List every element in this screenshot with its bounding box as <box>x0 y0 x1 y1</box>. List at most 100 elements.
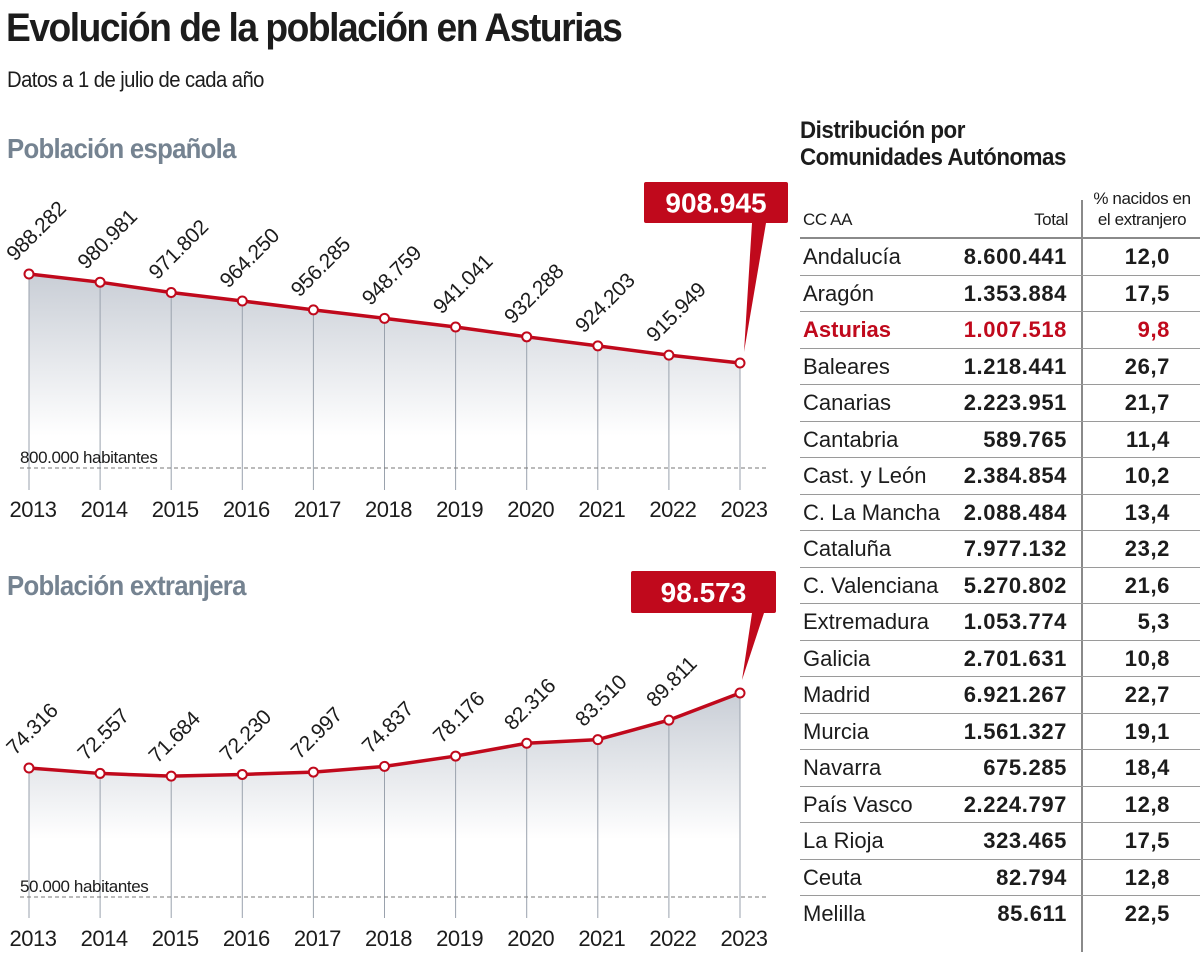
x-tick-label: 2015 <box>152 497 199 522</box>
data-point <box>663 714 675 726</box>
region-total: 8.600.441 <box>963 244 1067 269</box>
region-pct-foreign: 10,2 <box>1124 463 1170 488</box>
region-name: C. La Mancha <box>803 499 940 525</box>
region-name: Andalucía <box>803 244 901 269</box>
region-name: Canarias <box>803 390 892 415</box>
region-name: Asturias <box>803 317 892 342</box>
data-label: 915.949 <box>642 278 710 346</box>
region-name: La Rioja <box>803 828 884 853</box>
x-tick-label: 2013 <box>10 497 57 522</box>
data-label: 78.176 <box>429 687 489 747</box>
region-name: Melilla <box>803 901 866 926</box>
region-total: 2.224.797 <box>963 791 1067 817</box>
region-pct-foreign: 12,8 <box>1124 864 1170 890</box>
data-point <box>592 340 604 352</box>
table-row: C. La Mancha 2.088.484 13,4 <box>800 495 1200 531</box>
region-pct-foreign: 21,6 <box>1124 572 1170 598</box>
table-row: Navarra 675.285 18,4 <box>800 750 1200 787</box>
data-label: 941.041 <box>429 250 497 318</box>
data-label: 89.811 <box>642 652 701 711</box>
x-tick-label: 2015 <box>152 926 199 951</box>
x-tick-label: 2014 <box>81 497 128 522</box>
header-ccaa: CC AA <box>803 210 853 229</box>
region-name: Cast. y León <box>803 463 927 488</box>
data-point <box>379 312 390 324</box>
region-total: 2.088.484 <box>963 499 1067 525</box>
data-label: 988.282 <box>2 197 70 265</box>
table-title-line2: Comunidades Autónomas <box>800 144 1066 171</box>
table-column-divider <box>1081 200 1083 952</box>
data-point <box>236 768 248 780</box>
region-total: 1.053.774 <box>963 609 1067 634</box>
data-point <box>734 687 746 699</box>
x-tick-label: 2018 <box>365 926 412 951</box>
data-label: 71.684 <box>144 707 205 768</box>
reference-line-label: 50.000 habitantes <box>20 877 148 896</box>
region-pct-foreign: 12,0 <box>1124 244 1170 269</box>
region-name: Ceuta <box>803 864 862 890</box>
table-row: Madrid 6.921.267 22,7 <box>800 677 1200 714</box>
x-tick-label: 2020 <box>507 497 554 522</box>
population-charts: 800.000 habitantes 908.945 988.282 2013 980.… <box>2 182 788 951</box>
region-pct-foreign: 21,7 <box>1124 390 1170 415</box>
region-pct-foreign: 22,7 <box>1124 682 1170 707</box>
region-pct-foreign: 5,3 <box>1137 609 1170 634</box>
chart-spanish-population: 800.000 habitantes 908.945 988.282 2013 980.… <box>2 182 788 522</box>
data-label: 74.837 <box>358 698 418 758</box>
data-point <box>307 766 319 778</box>
x-tick-label: 2020 <box>507 926 554 951</box>
header-pct-line2: el extranjero <box>1097 210 1187 229</box>
data-point <box>592 734 604 746</box>
region-pct-foreign: 18,4 <box>1124 755 1170 780</box>
region-total: 2.223.951 <box>963 390 1067 415</box>
data-point <box>307 304 319 316</box>
table-row: Melilla 85.611 22,5 <box>800 896 1200 932</box>
data-label: 83.510 <box>571 671 631 731</box>
region-total: 323.465 <box>983 828 1067 853</box>
region-total: 7.977.132 <box>963 536 1067 561</box>
region-name: Murcia <box>803 718 870 744</box>
data-point <box>663 349 675 361</box>
callout-value: 908.945 <box>665 188 766 219</box>
region-pct-foreign: 13,4 <box>1124 499 1170 525</box>
region-pct-foreign: 10,8 <box>1124 645 1170 671</box>
region-name: Cantabria <box>803 426 899 452</box>
region-pct-foreign: 19,1 <box>1124 718 1170 744</box>
x-tick-label: 2014 <box>81 926 128 951</box>
data-label: 948.759 <box>358 241 426 309</box>
x-tick-label: 2021 <box>578 926 625 951</box>
x-tick-label: 2021 <box>578 497 625 522</box>
table-row: Extremadura 1.053.774 5,3 <box>800 604 1200 641</box>
table-title-line1: Distribución por <box>800 117 965 144</box>
region-pct-foreign: 22,5 <box>1124 901 1170 926</box>
table-row: Asturias 1.007.518 9,8 <box>800 312 1200 349</box>
header-pct-foreign: % nacidos en el extranjero <box>1084 188 1200 230</box>
table-row: Galicia 2.701.631 10,8 <box>800 641 1200 677</box>
region-pct-foreign: 12,8 <box>1124 791 1170 817</box>
data-label: 924.203 <box>571 269 639 337</box>
x-tick-label: 2023 <box>721 926 768 951</box>
chart-title-spanish: Población española <box>7 133 236 164</box>
data-point <box>236 295 248 307</box>
region-name: Baleares <box>803 353 890 379</box>
chart-foreign-population: 50.000 habitantes 98.573 74.316 2013 72.557 2… <box>2 571 776 951</box>
region-pct-foreign: 11,4 <box>1125 426 1170 452</box>
data-label: 971.802 <box>144 216 212 284</box>
data-point <box>23 762 35 774</box>
chart-title-foreign: Población extranjera <box>7 570 246 601</box>
data-label: 72.557 <box>73 705 133 765</box>
region-total: 5.270.802 <box>963 572 1067 598</box>
data-point <box>94 276 106 288</box>
region-name: Madrid <box>803 682 871 707</box>
data-label: 72.997 <box>287 703 347 763</box>
table-title: Distribución por Comunidades Autónomas <box>800 117 1066 171</box>
table-row: Andalucía 8.600.441 12,0 <box>800 239 1200 276</box>
table-row: Canarias 2.223.951 21,7 <box>800 385 1200 422</box>
table-header: CC AA Total % nacidos en el extranjero <box>800 186 1200 239</box>
data-point <box>379 760 390 772</box>
callout-value: 98.573 <box>661 577 747 608</box>
ccaa-table: CC AA Total % nacidos en el extranjero A… <box>800 186 1200 932</box>
x-tick-label: 2023 <box>721 497 768 522</box>
data-point <box>521 331 533 343</box>
table-row: Murcia 1.561.327 19,1 <box>800 714 1200 750</box>
